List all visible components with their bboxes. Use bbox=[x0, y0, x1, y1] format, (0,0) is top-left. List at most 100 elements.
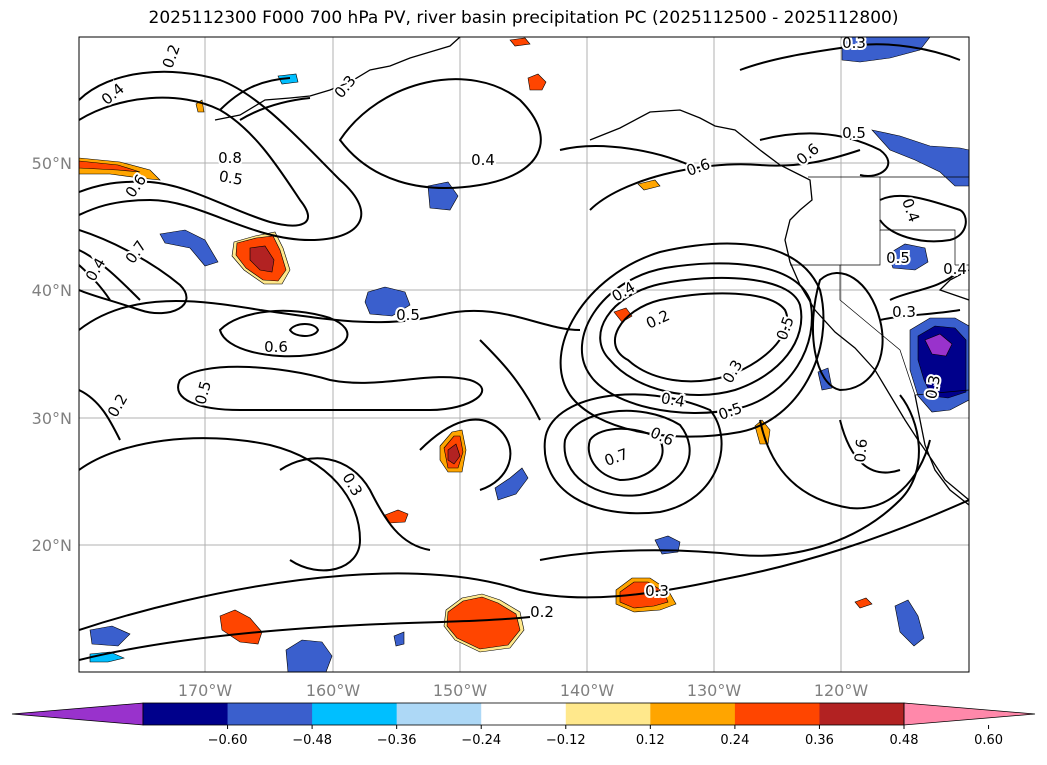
pv-contour-0.4 bbox=[539, 394, 920, 561]
border-or-ca bbox=[790, 230, 881, 266]
map-background bbox=[79, 37, 969, 672]
contour-label: 0.2 bbox=[530, 603, 554, 621]
pv-contour-0.2 bbox=[614, 292, 789, 383]
na-west-coast bbox=[589, 109, 969, 501]
colorbar-swatch bbox=[565, 703, 651, 725]
contour-label: 0.4 bbox=[660, 389, 687, 411]
colorbar-tick-label: 0.48 bbox=[890, 733, 919, 748]
colorbar-swatch bbox=[396, 703, 482, 725]
contour-label: 0.6 bbox=[264, 338, 288, 356]
lon-label: 140°W bbox=[560, 681, 615, 700]
pv-contour-0.7 bbox=[879, 194, 967, 243]
map-frame bbox=[78, 36, 970, 673]
pv-contours bbox=[79, 43, 969, 661]
pv-contour-0.4 bbox=[580, 262, 813, 414]
colorbar-tick-label: −0.60 bbox=[208, 733, 248, 748]
pv-contour-0.6 bbox=[79, 229, 188, 315]
colorbar-swatch bbox=[734, 703, 820, 725]
pv-contour-0.5 bbox=[811, 272, 884, 392]
colorbar-tick-label: −0.24 bbox=[461, 733, 501, 748]
contour-label: 0.4 bbox=[943, 260, 967, 278]
pv-contour-0.6 bbox=[218, 309, 349, 358]
colorbar-tick-label: 0.12 bbox=[636, 733, 665, 748]
precip-blob bbox=[446, 596, 521, 650]
pv-contour-0.5 bbox=[559, 145, 701, 171]
precip-blob bbox=[871, 129, 969, 187]
colorbar-tick-label: −0.36 bbox=[377, 733, 417, 748]
lon-label: 130°W bbox=[687, 681, 742, 700]
contour-label: 0.3 bbox=[842, 34, 866, 52]
pv-contour-0.3 bbox=[879, 309, 961, 321]
pv-contour-0.4 bbox=[419, 418, 512, 491]
chart-title: 2025112300 F000 700 hPa PV, river basin … bbox=[148, 8, 899, 28]
pv-contour-0.4 bbox=[338, 78, 542, 189]
pv-contour-0.3 bbox=[739, 43, 961, 71]
lon-label: 160°W bbox=[306, 681, 361, 700]
contour-label: 0.6 bbox=[851, 438, 871, 463]
colorbar-tick-labels: −0.60 −0.48 −0.36 −0.24 −0.12 0.12 0.24 0.36 0.4… bbox=[208, 725, 1003, 748]
pv-contour-0.3 bbox=[79, 437, 362, 572]
colorbar-swatch bbox=[819, 703, 905, 725]
lon-label: 150°W bbox=[433, 681, 488, 700]
colorbar bbox=[11, 702, 1036, 726]
colorbar-swatch bbox=[312, 703, 398, 725]
colorbar-extend-max bbox=[903, 702, 1036, 726]
precip-blob bbox=[924, 333, 953, 357]
pv-contour-0.7 bbox=[587, 427, 664, 482]
pv-contour-0.5 bbox=[177, 365, 484, 412]
pv-contour-0.5 bbox=[219, 77, 291, 111]
precip-blob bbox=[619, 581, 669, 609]
precip-blob bbox=[613, 307, 633, 323]
colorbar-tick-label: −0.48 bbox=[292, 733, 332, 748]
colorbar-tick-label: 0.36 bbox=[805, 733, 834, 748]
pv-contour-0.3 bbox=[79, 499, 969, 631]
pv-contour-0.3 bbox=[79, 70, 363, 242]
border-idaho bbox=[879, 177, 956, 265]
graticule bbox=[79, 37, 969, 672]
precip-blob bbox=[887, 243, 929, 271]
colorbar-swatch bbox=[227, 703, 313, 725]
colorbar-swatch bbox=[481, 703, 567, 725]
mexico-coast bbox=[938, 269, 969, 301]
precip-blob bbox=[89, 625, 131, 647]
contour-label: 0.3 bbox=[645, 582, 669, 600]
precip-blob bbox=[249, 245, 275, 273]
precip-blob bbox=[364, 286, 411, 317]
precip-blob bbox=[841, 37, 931, 63]
contour-label: 0.5 bbox=[886, 249, 910, 267]
latitude-labels: 50°N 40°N 30°N 20°N bbox=[32, 154, 72, 555]
pv-contour-0.5 bbox=[759, 132, 890, 177]
pv-contour-0.5 bbox=[559, 242, 825, 438]
aleutian-coast bbox=[214, 37, 461, 121]
contour-label: 0.3 bbox=[922, 374, 944, 401]
pv-contour-0.6 bbox=[239, 97, 311, 121]
contour-label: 0.4 bbox=[471, 151, 495, 169]
contour-label: 0.5 bbox=[396, 306, 420, 324]
pv-contour-0.4 bbox=[889, 269, 961, 301]
pv-contour-0.3 bbox=[599, 276, 803, 397]
precip-blob bbox=[393, 631, 405, 647]
colorbar-extend-min bbox=[11, 702, 144, 726]
precip-blob bbox=[637, 179, 661, 191]
colorbar-swatch bbox=[650, 703, 736, 725]
pv-contour-0.4 bbox=[79, 96, 310, 227]
lon-label: 170°W bbox=[178, 681, 233, 700]
precip-blob bbox=[509, 37, 531, 47]
colorbar-tick-label: 0.60 bbox=[974, 733, 1003, 748]
border-usa-mexico bbox=[914, 389, 969, 396]
lat-label: 30°N bbox=[32, 409, 72, 428]
lat-label: 20°N bbox=[32, 536, 72, 555]
precip-blob bbox=[159, 229, 219, 267]
precip-blob bbox=[894, 599, 925, 647]
coastlines bbox=[214, 37, 969, 506]
lat-label: 50°N bbox=[32, 154, 72, 173]
precip-blob bbox=[854, 597, 873, 609]
lon-label: 120°W bbox=[814, 681, 869, 700]
pv-contour-0.2 bbox=[79, 616, 531, 661]
colorbar-swatch bbox=[143, 703, 229, 725]
precip-blob bbox=[427, 181, 459, 211]
longitude-labels: 170°W 160°W 150°W 140°W 130°W 120°W bbox=[178, 681, 869, 700]
precip-blob bbox=[285, 639, 333, 672]
pv-contour-0.4 bbox=[79, 300, 581, 331]
